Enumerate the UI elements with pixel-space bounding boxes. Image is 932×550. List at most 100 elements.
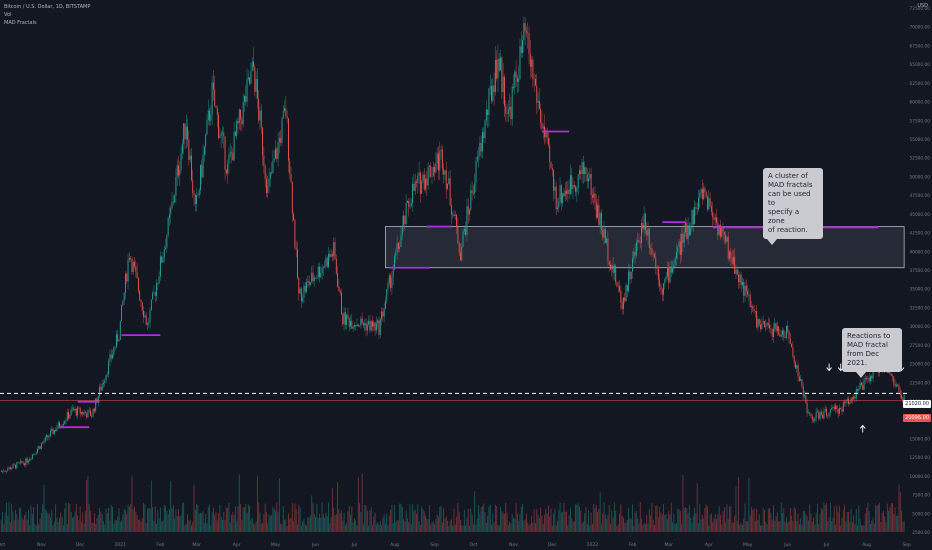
candle	[720, 224, 721, 237]
volume-bar	[79, 506, 81, 532]
volume-bar	[444, 518, 446, 532]
candle	[187, 126, 188, 140]
candle	[233, 132, 235, 161]
volume-bar	[180, 515, 182, 532]
volume-bar	[739, 524, 741, 532]
volume-bar	[178, 509, 179, 532]
volume-bar	[123, 509, 125, 532]
volume-bar	[326, 515, 328, 532]
volume-bar	[890, 503, 892, 532]
volume-bar	[714, 514, 716, 532]
volume-bar	[86, 479, 88, 532]
candle	[30, 459, 32, 460]
volume-bar	[497, 524, 499, 532]
candle	[586, 174, 588, 182]
candle	[572, 185, 574, 189]
volume-bar	[333, 507, 335, 532]
candle	[557, 207, 558, 210]
candle	[154, 292, 156, 296]
volume-bar	[96, 518, 98, 532]
candle	[343, 312, 345, 325]
volume-bar	[758, 514, 760, 532]
candle	[174, 195, 176, 202]
candle	[386, 289, 388, 301]
volume-bar	[496, 506, 498, 532]
volume-bar	[75, 503, 77, 532]
volume-bar	[13, 520, 15, 532]
candle	[68, 412, 70, 419]
candle	[163, 249, 165, 257]
candle	[491, 86, 492, 101]
candle	[375, 323, 377, 331]
volume-bar	[602, 513, 604, 532]
volume-bar	[168, 509, 170, 532]
candle	[115, 334, 117, 347]
volume-bar	[61, 516, 63, 532]
candle	[610, 264, 611, 270]
volume-label[interactable]: Vol	[4, 12, 12, 18]
candle	[681, 233, 683, 255]
candle	[48, 436, 50, 438]
candle	[872, 369, 874, 379]
volume-bar	[42, 504, 44, 532]
candle	[633, 251, 635, 259]
candle	[862, 384, 864, 390]
candle	[807, 412, 809, 414]
candle	[604, 228, 606, 243]
candle	[57, 422, 59, 429]
volume-bar	[639, 502, 641, 532]
volume-bar	[634, 512, 636, 532]
candle	[661, 289, 663, 295]
candle	[853, 396, 855, 400]
volume-bar	[352, 522, 354, 532]
y-tick-label: 67500.00	[909, 43, 930, 49]
candle	[447, 184, 448, 189]
volume-bar	[506, 512, 508, 532]
candle	[687, 225, 689, 240]
candle	[889, 370, 891, 374]
candle	[537, 100, 539, 103]
volume-bar	[748, 477, 750, 532]
symbol-label[interactable]: Bitcoin / U.S. Dollar, 1D, BITSTAMP	[4, 4, 91, 10]
candle	[493, 85, 495, 92]
candle	[901, 394, 902, 399]
candle	[413, 183, 415, 191]
volume-bar	[132, 509, 134, 532]
indicator-label[interactable]: MAD Fractals	[4, 20, 37, 26]
volume-bar	[158, 518, 160, 532]
candle	[231, 152, 232, 153]
volume-bar	[21, 517, 23, 532]
candle	[580, 170, 582, 174]
volume-bar	[493, 522, 495, 532]
candle	[648, 228, 650, 248]
volume-bar	[783, 507, 785, 532]
volume-bar	[514, 518, 516, 532]
candle	[581, 162, 583, 174]
candle	[359, 325, 361, 327]
candle	[518, 79, 520, 82]
volume-bar	[70, 511, 72, 532]
volume-bar	[681, 523, 683, 532]
volume-bar	[242, 507, 244, 532]
volume-bar	[273, 508, 275, 532]
candle	[540, 108, 542, 123]
volume-bar	[320, 517, 322, 532]
volume-bar	[281, 524, 283, 532]
volume-bar	[24, 515, 26, 532]
volume-bar	[616, 525, 618, 532]
candle	[844, 402, 846, 404]
y-tick-label: 15000.00	[909, 436, 930, 442]
candle	[193, 192, 195, 195]
candle	[796, 365, 798, 369]
y-tick-label: 7500.00	[912, 493, 930, 499]
candle	[123, 292, 125, 301]
currency-label[interactable]: USD	[917, 3, 928, 9]
volume-bar	[624, 523, 626, 532]
candle	[809, 412, 811, 414]
candle	[672, 267, 674, 273]
volume-bar	[350, 515, 351, 532]
volume-bar	[475, 524, 477, 532]
volume-bar	[881, 512, 883, 532]
volume-bar	[30, 505, 32, 532]
